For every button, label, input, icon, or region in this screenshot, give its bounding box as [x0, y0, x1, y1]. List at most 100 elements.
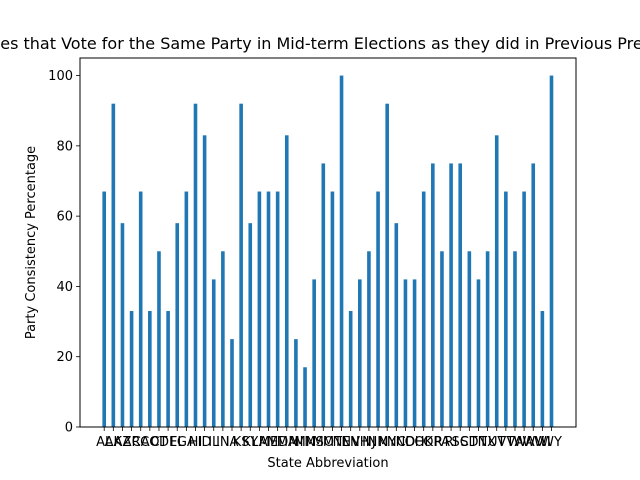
- x-tick-label: CO: [140, 435, 159, 450]
- x-tick-label: NV: [341, 435, 360, 450]
- x-tick-label: AK: [105, 435, 123, 450]
- bar-mt: [330, 191, 335, 427]
- bar-il: [211, 279, 216, 427]
- x-tick-label: WV: [522, 435, 544, 450]
- x-axis-label: State Abbreviation: [267, 456, 388, 471]
- chart-title: Percentage of States that Vote for the S…: [0, 34, 640, 53]
- bar-ma: [284, 135, 289, 427]
- x-tick-label: MT: [323, 435, 342, 450]
- bar-ne: [339, 75, 344, 427]
- bar-id: [202, 135, 207, 427]
- x-tick-label: VA: [507, 435, 524, 450]
- x-tick-label: ID: [198, 435, 212, 450]
- x-tick-label: SD: [460, 435, 478, 450]
- x-tick-label: RI: [445, 435, 458, 450]
- bar-az: [120, 223, 125, 427]
- y-tick-label: 0: [65, 421, 73, 436]
- bar-tx: [485, 251, 490, 427]
- bar-tn: [476, 279, 481, 427]
- x-tick-label: AL: [96, 435, 113, 450]
- x-tick-label: OK: [414, 435, 433, 450]
- x-tick-label: IA: [226, 435, 239, 450]
- bar-me: [266, 191, 271, 427]
- x-tick-label: DE: [159, 435, 177, 450]
- x-tick-label: NH: [350, 435, 370, 450]
- x-tick-label: WI: [534, 435, 551, 450]
- plot-frame: [79, 57, 577, 428]
- bar-nd: [403, 279, 408, 427]
- bar-nm: [376, 191, 380, 427]
- x-tick-label: MS: [304, 435, 323, 450]
- bar-wv: [531, 163, 536, 427]
- bar-wa: [522, 191, 526, 427]
- x-tick-label: MD: [267, 435, 288, 450]
- x-tick-label: NY: [378, 435, 396, 450]
- x-tick-label: WA: [514, 435, 535, 450]
- bar-pa: [440, 251, 444, 427]
- x-tick-label: NM: [368, 435, 389, 450]
- x-tick-label: AR: [123, 435, 141, 450]
- x-tick-label: TN: [469, 435, 488, 450]
- x-tick-label: PA: [434, 435, 450, 450]
- bars-group: [102, 75, 554, 427]
- bar-al: [102, 191, 106, 427]
- x-tick-label: MA: [277, 435, 297, 450]
- x-tick-label: TX: [478, 435, 496, 450]
- y-axis-ticks: 0 20 40 60 80 100: [48, 69, 80, 436]
- x-tick-label: HI: [189, 435, 203, 450]
- bar-ri: [449, 163, 453, 427]
- x-tick-label: OH: [405, 435, 425, 450]
- x-tick-label: NE: [333, 435, 351, 450]
- bar-oh: [412, 279, 417, 427]
- bar-co: [148, 311, 152, 427]
- bar-or: [431, 163, 435, 427]
- x-tick-label: WY: [541, 435, 562, 450]
- x-tick-label: ME: [259, 435, 278, 450]
- bar-ga: [184, 191, 189, 427]
- x-tick-label: FL: [170, 435, 185, 450]
- x-tick-label: UT: [488, 435, 506, 450]
- y-tick-label: 100: [48, 69, 73, 84]
- x-axis-ticks: ALAKAZARCACOCTDEFLGAHIIDILINIAKSKYLAMEMD…: [96, 427, 562, 450]
- bar-ca: [138, 191, 143, 427]
- bar-mo: [321, 163, 326, 427]
- x-tick-label: CA: [132, 435, 150, 450]
- bar-ia: [230, 339, 234, 427]
- x-tick-label: NJ: [362, 435, 376, 450]
- x-tick-label: KS: [233, 435, 250, 450]
- bar-md: [275, 191, 280, 427]
- y-tick-label: 20: [56, 350, 73, 365]
- x-tick-label: IN: [216, 435, 230, 450]
- bar-ut: [494, 135, 499, 427]
- y-axis-label: Party Consistency Percentage: [24, 146, 39, 339]
- bar-mn: [303, 367, 307, 427]
- x-tick-label: MI: [288, 435, 303, 450]
- x-tick-label: OR: [423, 435, 442, 450]
- x-tick-label: ND: [396, 435, 416, 450]
- x-tick-label: NC: [387, 435, 406, 450]
- x-tick-label: LA: [251, 435, 268, 450]
- bar-de: [166, 311, 170, 427]
- bar-fl: [175, 223, 180, 427]
- bar-nj: [367, 251, 371, 427]
- x-tick-label: VT: [497, 435, 514, 450]
- bar-in: [221, 251, 225, 427]
- bar-mi: [294, 339, 298, 427]
- bar-nh: [358, 279, 362, 427]
- y-tick-label: 60: [56, 210, 73, 225]
- x-tick-label: KY: [242, 435, 258, 450]
- bar-la: [257, 191, 262, 427]
- x-tick-label: SC: [452, 435, 469, 450]
- x-tick-label: MO: [313, 435, 334, 450]
- bar-ks: [239, 103, 243, 427]
- x-tick-label: IL: [208, 435, 220, 450]
- bar-ar: [129, 311, 134, 427]
- bar-vt: [504, 191, 508, 427]
- bar-sd: [467, 251, 472, 427]
- bar-wy: [549, 75, 554, 427]
- bar-ak: [111, 103, 116, 427]
- bar-ms: [312, 279, 316, 427]
- x-tick-label: MN: [295, 435, 316, 450]
- y-tick-label: 40: [56, 280, 73, 295]
